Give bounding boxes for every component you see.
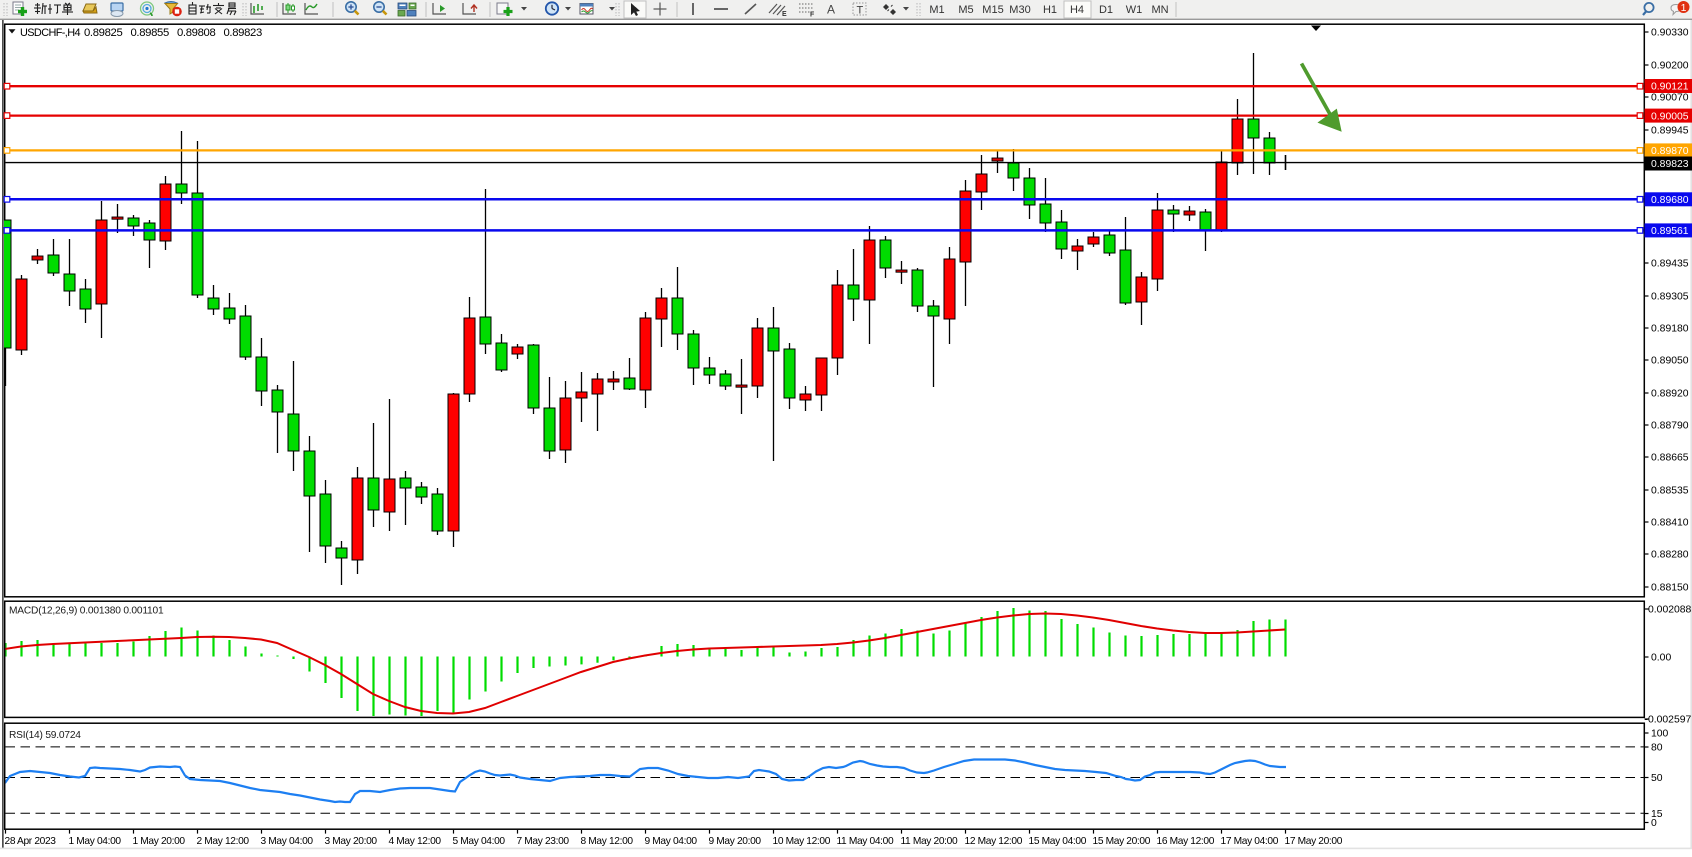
svg-text:9 May 20:00: 9 May 20:00 xyxy=(709,836,762,847)
svg-text:2 May 12:00: 2 May 12:00 xyxy=(197,836,250,847)
svg-text:0.88410: 0.88410 xyxy=(1651,518,1689,529)
svg-text:0.89305: 0.89305 xyxy=(1651,292,1689,303)
svg-text:0.89435: 0.89435 xyxy=(1651,259,1689,270)
svg-text:100: 100 xyxy=(1651,729,1669,740)
svg-text:11 May 20:00: 11 May 20:00 xyxy=(901,836,958,847)
svg-text:0.00: 0.00 xyxy=(1651,653,1671,664)
svg-text:0.89823: 0.89823 xyxy=(224,27,262,39)
svg-text:MN: MN xyxy=(1151,4,1168,16)
svg-text:16 May 12:00: 16 May 12:00 xyxy=(1157,836,1215,847)
svg-text:7 May 23:00: 7 May 23:00 xyxy=(517,836,570,847)
svg-text:1: 1 xyxy=(1681,2,1687,14)
svg-text:3 May 20:00: 3 May 20:00 xyxy=(325,836,378,847)
svg-text:17 May 20:00: 17 May 20:00 xyxy=(1285,836,1343,847)
svg-text:80: 80 xyxy=(1651,743,1663,754)
svg-text:-0.002597: -0.002597 xyxy=(1645,715,1692,726)
svg-text:0.89945: 0.89945 xyxy=(1651,126,1689,137)
svg-text:0.88665: 0.88665 xyxy=(1651,453,1689,464)
svg-text:0.89870: 0.89870 xyxy=(1651,146,1689,157)
svg-text:E: E xyxy=(782,11,787,18)
svg-text:T: T xyxy=(857,5,864,17)
svg-text:0.88150: 0.88150 xyxy=(1651,583,1689,594)
svg-text:0.89823: 0.89823 xyxy=(1651,159,1689,170)
svg-text:0.002088: 0.002088 xyxy=(1648,605,1692,616)
svg-text:3 May 04:00: 3 May 04:00 xyxy=(261,836,314,847)
svg-text:0.89808: 0.89808 xyxy=(177,27,215,39)
svg-text:1 May 04:00: 1 May 04:00 xyxy=(69,836,122,847)
svg-text:0.89680: 0.89680 xyxy=(1651,195,1689,206)
svg-text:M15: M15 xyxy=(982,4,1003,16)
svg-text:0.90070: 0.90070 xyxy=(1651,93,1689,104)
svg-text:M30: M30 xyxy=(1009,4,1030,16)
svg-text:USDCHF-,H4: USDCHF-,H4 xyxy=(20,27,80,39)
svg-text:0.90200: 0.90200 xyxy=(1651,61,1689,72)
svg-text:17 May 04:00: 17 May 04:00 xyxy=(1221,836,1279,847)
svg-text:11 May 04:00: 11 May 04:00 xyxy=(837,836,894,847)
svg-text:0.89825: 0.89825 xyxy=(84,27,122,39)
svg-text:0.88535: 0.88535 xyxy=(1651,486,1689,497)
svg-text:12 May 12:00: 12 May 12:00 xyxy=(965,836,1023,847)
svg-text:4 May 12:00: 4 May 12:00 xyxy=(389,836,442,847)
svg-text:0.88790: 0.88790 xyxy=(1651,421,1689,432)
svg-text:0.90330: 0.90330 xyxy=(1651,28,1689,39)
svg-text:H4: H4 xyxy=(1070,4,1084,16)
svg-text:D1: D1 xyxy=(1099,4,1113,16)
svg-text:1 May 20:00: 1 May 20:00 xyxy=(133,836,186,847)
svg-text:0.89050: 0.89050 xyxy=(1651,356,1689,367)
svg-text:MACD(12,26,9) 0.001380 0.00110: MACD(12,26,9) 0.001380 0.001101 xyxy=(9,606,164,617)
svg-text:W1: W1 xyxy=(1126,4,1143,16)
svg-text:9 May 04:00: 9 May 04:00 xyxy=(645,836,698,847)
svg-text:A: A xyxy=(827,3,835,17)
svg-text:8 May 12:00: 8 May 12:00 xyxy=(581,836,634,847)
svg-text:0.90121: 0.90121 xyxy=(1651,82,1689,93)
svg-text:H1: H1 xyxy=(1043,4,1057,16)
svg-text:10 May 12:00: 10 May 12:00 xyxy=(773,836,831,847)
svg-text:0.89180: 0.89180 xyxy=(1651,324,1689,335)
svg-text:M1: M1 xyxy=(929,4,944,16)
svg-text:RSI(14) 59.0724: RSI(14) 59.0724 xyxy=(9,730,81,741)
svg-text:5 May 04:00: 5 May 04:00 xyxy=(453,836,506,847)
svg-text:F: F xyxy=(810,12,815,19)
svg-text:0: 0 xyxy=(1651,818,1657,829)
svg-text:0.88280: 0.88280 xyxy=(1651,550,1689,561)
svg-text:28 Apr 2023: 28 Apr 2023 xyxy=(5,836,57,847)
svg-text:M5: M5 xyxy=(958,4,973,16)
svg-text:0.88920: 0.88920 xyxy=(1651,389,1689,400)
svg-text:15 May 04:00: 15 May 04:00 xyxy=(1029,836,1087,847)
svg-text:0.90005: 0.90005 xyxy=(1651,111,1689,122)
svg-text:15 May 20:00: 15 May 20:00 xyxy=(1093,836,1151,847)
svg-text:0.89561: 0.89561 xyxy=(1651,226,1689,237)
svg-text:50: 50 xyxy=(1651,773,1663,784)
svg-text:0.89855: 0.89855 xyxy=(131,27,169,39)
